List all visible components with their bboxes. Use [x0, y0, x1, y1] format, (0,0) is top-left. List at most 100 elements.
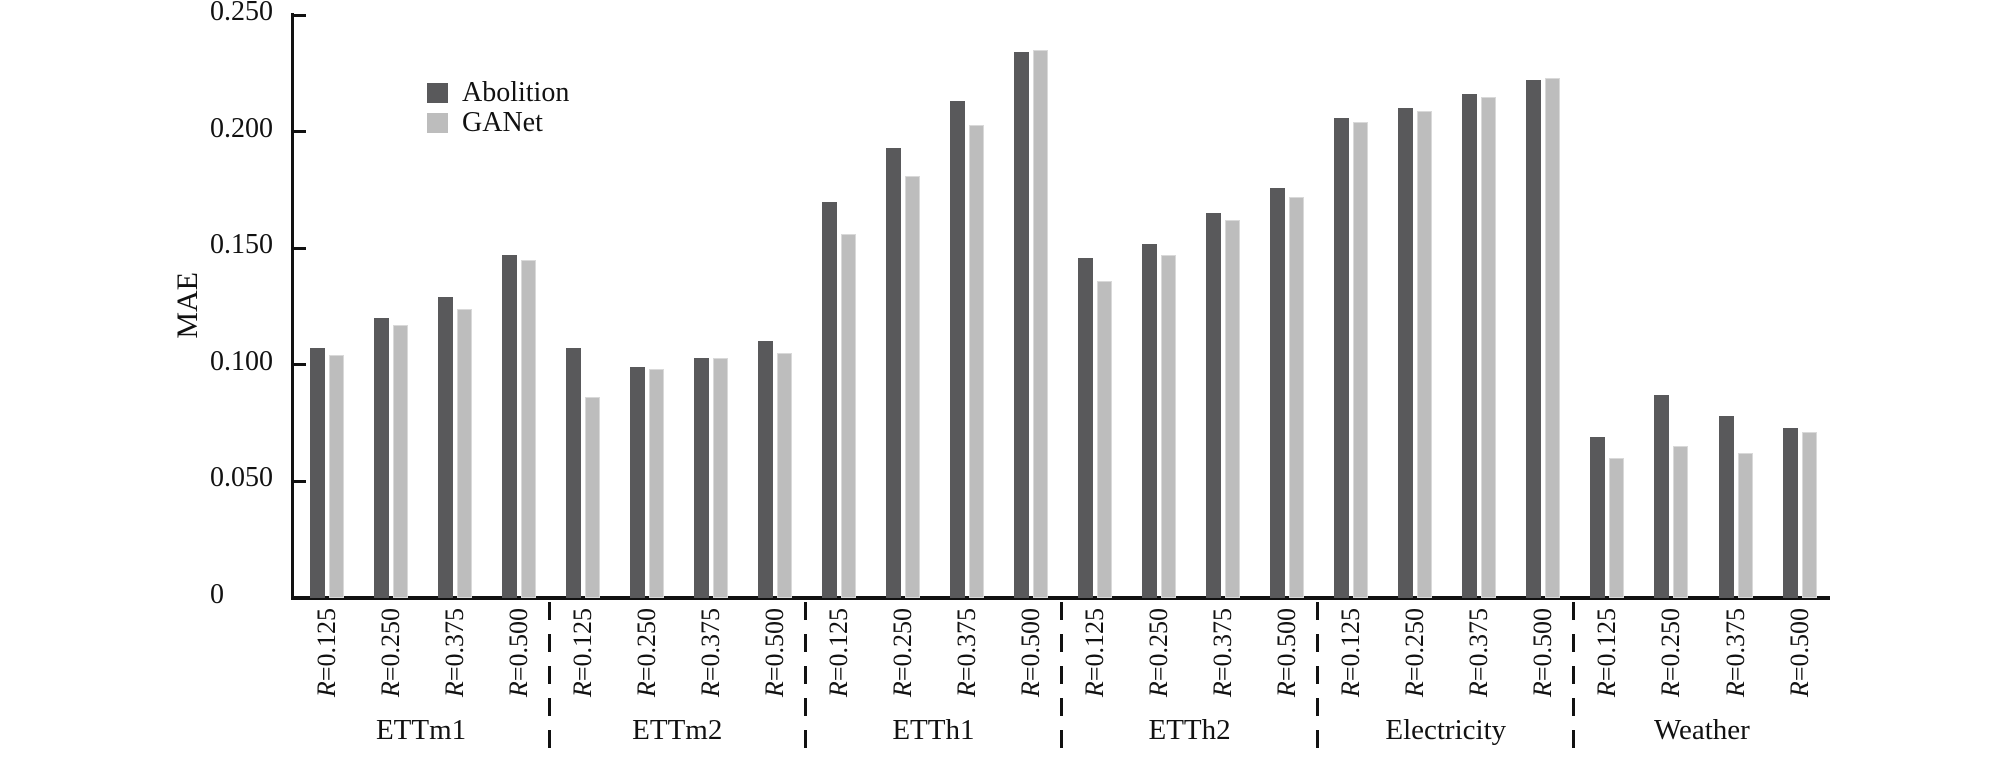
bar-r-label: R=0.500 — [1528, 608, 1558, 698]
bar-r-label: R=0.125 — [823, 608, 853, 698]
bar-group-label: ETTh1 — [892, 714, 975, 746]
bar-abolition — [757, 341, 773, 598]
y-tick-label: 0 — [210, 579, 224, 610]
bar-abolition — [1078, 257, 1094, 598]
bar-abolition — [501, 255, 517, 598]
bar-r-label: R=0.375 — [952, 608, 982, 698]
bar-abolition — [1590, 437, 1606, 598]
bar-group-label: ETTm2 — [632, 714, 723, 746]
bar-ganet — [904, 175, 920, 598]
bar-ganet — [328, 355, 344, 598]
bar-ganet — [648, 369, 664, 598]
bar-abolition — [1270, 187, 1286, 598]
bar-abolition — [1206, 213, 1222, 598]
bar-r-label: R=0.375 — [1464, 608, 1494, 698]
legend-item-abolition: Abolition — [427, 77, 570, 108]
bar-abolition — [309, 348, 325, 598]
bar-r-label: R=0.125 — [567, 608, 597, 698]
bar-ganet — [1161, 255, 1177, 598]
y-tick-label: 0.200 — [210, 112, 273, 144]
legend: Abolition GANet — [427, 77, 570, 138]
bar-ganet — [1353, 122, 1369, 598]
bar-ganet — [1609, 458, 1625, 598]
bar-abolition — [437, 297, 453, 598]
bar-r-label: R=0.375 — [1208, 608, 1238, 698]
legend-label: GANet — [462, 107, 543, 138]
group-separator — [1572, 602, 1576, 748]
group-separator — [1060, 602, 1063, 748]
y-axis-line — [291, 13, 294, 600]
bar-r-label: R=0.250 — [1400, 608, 1430, 698]
y-tick — [294, 479, 306, 483]
group-separator — [803, 602, 807, 748]
bar-r-label: R=0.250 — [375, 608, 405, 698]
bar-r-label: R=0.375 — [695, 608, 725, 698]
bar-ganet — [1737, 453, 1753, 598]
bar-ganet — [1033, 49, 1049, 598]
bar-abolition — [950, 101, 966, 598]
bar-abolition — [693, 357, 709, 598]
bar-abolition — [1718, 416, 1734, 598]
bar-ganet — [392, 325, 408, 598]
bar-ganet — [584, 397, 600, 598]
bar-ganet — [1225, 220, 1241, 598]
bar-r-label: R=0.500 — [1784, 608, 1814, 698]
bar-abolition — [1334, 117, 1350, 598]
bar-group-label: ETTh2 — [1148, 714, 1231, 746]
group-separator — [547, 602, 551, 748]
bar-abolition — [1526, 80, 1542, 598]
bar-ganet — [1097, 280, 1113, 598]
y-tick — [294, 363, 306, 367]
y-tick — [294, 13, 306, 17]
bar-abolition — [1462, 94, 1478, 598]
x-axis-line — [291, 596, 1830, 600]
bar-ganet — [520, 259, 536, 598]
bar-ganet — [776, 353, 792, 598]
bar-r-label: R=0.500 — [1272, 608, 1302, 698]
bar-r-label: R=0.500 — [759, 608, 789, 698]
bar-ganet — [1545, 77, 1561, 598]
bar-ganet — [712, 357, 728, 598]
y-tick-label: 0.100 — [210, 345, 273, 377]
bar-r-label: R=0.250 — [887, 608, 917, 698]
bar-r-label: R=0.250 — [1144, 608, 1174, 698]
legend-item-ganet: GANet — [427, 107, 569, 138]
bar-abolition — [885, 147, 901, 598]
bar-group-label: Weather — [1653, 714, 1750, 746]
bar-abolition — [629, 367, 645, 598]
bar-ganet — [969, 124, 985, 598]
bar-abolition — [821, 201, 837, 598]
legend-swatch-abolition — [427, 83, 448, 103]
y-tick-label: 0.050 — [210, 462, 273, 494]
bar-r-label: R=0.375 — [439, 608, 469, 698]
bar-abolition — [565, 348, 581, 598]
bar-abolition — [1142, 243, 1158, 598]
bar-group-label: Electricity — [1385, 714, 1507, 746]
bar-r-label: R=0.375 — [1720, 608, 1750, 698]
bar-abolition — [1398, 108, 1414, 598]
y-tick — [294, 246, 306, 250]
bar-abolition — [1014, 52, 1030, 598]
y-tick-label: 0.250 — [210, 0, 273, 27]
bar-r-label: R=0.125 — [1080, 608, 1110, 698]
bar-ganet — [1481, 96, 1497, 598]
group-separator — [1316, 602, 1320, 748]
bar-ganet — [456, 308, 472, 598]
y-axis-title: MAE — [171, 272, 204, 339]
bar-ganet — [1673, 446, 1689, 598]
legend-label: Abolition — [462, 77, 570, 108]
bar-r-label: R=0.250 — [631, 608, 661, 698]
bar-ganet — [840, 234, 856, 598]
y-tick — [294, 130, 306, 134]
bar-group-label: ETTm1 — [375, 714, 467, 746]
legend-swatch-ganet — [427, 113, 448, 133]
bar-abolition — [1782, 427, 1798, 598]
bar-r-label: R=0.500 — [503, 608, 533, 698]
bar-ganet — [1417, 110, 1433, 598]
bar-ganet — [1801, 432, 1817, 598]
bar-r-label: R=0.125 — [311, 608, 341, 698]
bar-r-label: R=0.125 — [1592, 608, 1622, 698]
bar-r-label: R=0.500 — [1016, 608, 1046, 698]
bar-r-label: R=0.250 — [1656, 608, 1686, 698]
bar-abolition — [373, 318, 389, 598]
